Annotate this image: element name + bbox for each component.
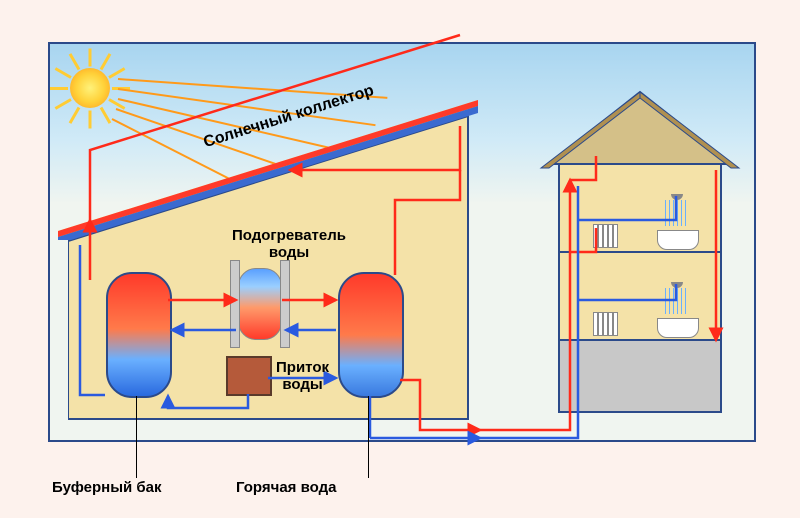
hot-water-tank: [338, 272, 404, 398]
water-heater-frame: [280, 260, 290, 348]
shower-spray: [665, 288, 689, 314]
diagram-canvas: Солнечный коллектор: [0, 0, 800, 518]
radiator-icon: [593, 312, 619, 334]
buffer-tank: [106, 272, 172, 398]
buffer-tank-label: Буферный бак: [52, 480, 162, 497]
house: [545, 92, 735, 412]
house-basement: [559, 340, 721, 412]
water-heater-label: Подогреватель воды: [232, 228, 346, 261]
radiator-icon: [593, 224, 619, 246]
bathtub-icon: [657, 318, 699, 338]
bathtub-icon: [657, 230, 699, 250]
house-roof: [549, 92, 731, 164]
leader-line: [136, 396, 137, 478]
water-inflow-label: Приток воды: [276, 360, 329, 393]
hot-water-label: Горячая вода: [236, 480, 336, 497]
water-heater-frame: [230, 260, 240, 348]
shower-spray: [665, 200, 689, 226]
water-inflow-box: [226, 356, 272, 396]
water-heater: [238, 268, 282, 340]
leader-line: [368, 396, 369, 478]
